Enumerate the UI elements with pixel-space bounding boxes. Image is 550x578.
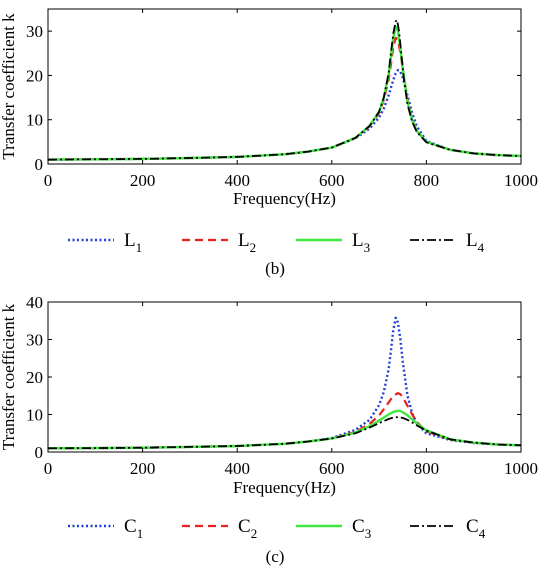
x-tick-label: 0 bbox=[44, 171, 53, 190]
series-group bbox=[48, 316, 521, 450]
x-tick-label: 800 bbox=[414, 459, 440, 478]
x-tick-label: 600 bbox=[319, 171, 345, 190]
x-tick-label: 1000 bbox=[504, 171, 538, 190]
y-tick-label: 0 bbox=[35, 155, 44, 174]
x-tick-label: 400 bbox=[224, 459, 250, 478]
x-tick-label: 800 bbox=[414, 171, 440, 190]
x-axis-label: Frequency(Hz) bbox=[233, 478, 336, 497]
legend-label-c2: C2 bbox=[238, 516, 257, 541]
legend-label-l3: L3 bbox=[352, 230, 370, 255]
y-tick-label: 20 bbox=[26, 66, 43, 85]
series-line-l1 bbox=[48, 68, 521, 161]
y-axis-label: Transfer coefficient k bbox=[0, 13, 18, 160]
legend-label-l1: L1 bbox=[124, 230, 142, 255]
legend-label-l2: L2 bbox=[238, 230, 256, 255]
chart-panel-2: 0 200 400 600 800 1000 0 10 20 30 40 Frequency(Hz) T… bbox=[0, 293, 538, 566]
y-tick-label: 20 bbox=[26, 368, 43, 387]
series-line-c3 bbox=[48, 409, 521, 450]
y-tick-label: 10 bbox=[26, 406, 43, 425]
x-tick-label: 0 bbox=[44, 459, 53, 478]
y-tick-label: 30 bbox=[26, 22, 43, 41]
x-tick-label: 600 bbox=[319, 459, 345, 478]
plot-frame bbox=[47, 8, 522, 165]
series-line-c1 bbox=[48, 316, 521, 450]
series-line-l4 bbox=[48, 19, 521, 161]
series-line-l2 bbox=[48, 36, 521, 161]
legend-label-c1: C1 bbox=[124, 516, 143, 541]
panel-label: (b) bbox=[265, 259, 285, 278]
legend: C1 C2 C3 C4 bbox=[68, 516, 486, 541]
y-axis-label: Transfer coefficient k bbox=[0, 303, 18, 450]
plot-frame bbox=[47, 301, 522, 453]
x-axis-label: Frequency(Hz) bbox=[233, 189, 336, 208]
legend-label-c3: C3 bbox=[352, 516, 371, 541]
panel-label: (c) bbox=[266, 547, 285, 566]
legend-label-c4: C4 bbox=[466, 516, 486, 541]
series-group bbox=[48, 19, 521, 161]
legend-label-l4: L4 bbox=[466, 230, 485, 255]
chart-panel-1: 0 200 400 600 800 1000 0 10 20 30 Frequency(Hz) Tra… bbox=[0, 8, 538, 278]
legend: L1 L2 L3 L4 bbox=[68, 230, 485, 255]
x-tick-label: 400 bbox=[224, 171, 250, 190]
x-tick-label: 1000 bbox=[504, 459, 538, 478]
series-line-c4 bbox=[48, 416, 521, 450]
x-tick-label: 200 bbox=[130, 171, 156, 190]
y-tick-label: 10 bbox=[26, 111, 43, 130]
x-tick-label: 200 bbox=[130, 459, 156, 478]
y-tick-label: 30 bbox=[26, 331, 43, 350]
y-tick-label: 40 bbox=[26, 293, 43, 312]
y-tick-label: 0 bbox=[35, 443, 44, 462]
series-line-l3 bbox=[48, 25, 521, 161]
